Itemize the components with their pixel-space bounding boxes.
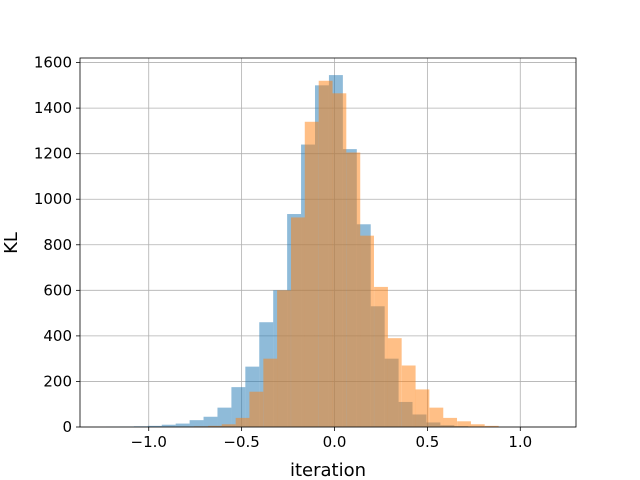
histogram-bar-series-2 <box>221 424 236 427</box>
plot-frame <box>79 57 577 428</box>
x-tick-label: −0.5 <box>223 433 259 451</box>
histogram-bar-series-2 <box>304 121 319 428</box>
y-tick-label: 1400 <box>34 99 72 117</box>
axis-ticks: −1.0 −0.5 0.0 0.5 1.0 0 200 400 600 800 1000 1200 14… <box>34 54 532 451</box>
histogram-bar-series-2 <box>346 152 361 427</box>
histogram-bar-series-1 <box>189 420 204 427</box>
histogram-bar-series-2 <box>277 290 291 427</box>
histogram-bar-series-2 <box>249 391 264 427</box>
histogram-bar-series-2 <box>235 417 250 427</box>
histogram-bar-series-2 <box>360 235 374 427</box>
x-axis-label: iteration <box>290 460 366 480</box>
y-tick-label: 1000 <box>34 190 72 208</box>
histogram-bar-series-2 <box>429 407 444 427</box>
y-tick-label: 0 <box>62 418 72 436</box>
histogram-bar-series-2 <box>457 421 471 427</box>
histogram-bar-series-2 <box>401 365 416 427</box>
histogram-bar-series-2 <box>470 424 485 427</box>
histogram-bar-series-2 <box>374 286 388 427</box>
histogram-bar-series-2 <box>291 217 305 427</box>
histogram-bar-series-2 <box>484 425 499 427</box>
histogram-bar-series-2 <box>318 80 333 428</box>
histogram-bar-series-2 <box>207 425 222 427</box>
histogram-bar-series-2 <box>443 417 458 427</box>
x-tick-label: 1.0 <box>508 433 532 451</box>
histogram-bar-series-1 <box>147 425 162 427</box>
x-tick-label: 0.5 <box>415 433 439 451</box>
histogram-bar-series-2 <box>332 93 347 428</box>
histogram-bar-series-2 <box>263 358 278 427</box>
histogram-bar-series-1 <box>175 423 190 427</box>
y-tick-label: 200 <box>43 372 72 390</box>
histogram-bar-series-1 <box>161 424 176 427</box>
x-tick-label: −1.0 <box>131 433 167 451</box>
plot-frame-border <box>79 57 577 428</box>
y-tick-label: 1600 <box>34 54 72 72</box>
y-tick-label: 600 <box>43 281 72 299</box>
histogram-bar-series-1 <box>231 387 246 427</box>
histogram-bar-series-2 <box>387 338 402 427</box>
x-tick-label: 0.0 <box>323 433 347 451</box>
histogram-bar-series-2 <box>415 389 430 427</box>
y-tick-label: 400 <box>43 327 72 345</box>
y-axis-label: KL <box>1 232 22 254</box>
histogram-bars <box>106 75 499 428</box>
y-tick-label: 800 <box>43 236 72 254</box>
histogram-bar-series-1 <box>217 407 232 427</box>
y-tick-label: 1200 <box>34 145 72 163</box>
histogram-bar-series-1 <box>203 416 218 427</box>
